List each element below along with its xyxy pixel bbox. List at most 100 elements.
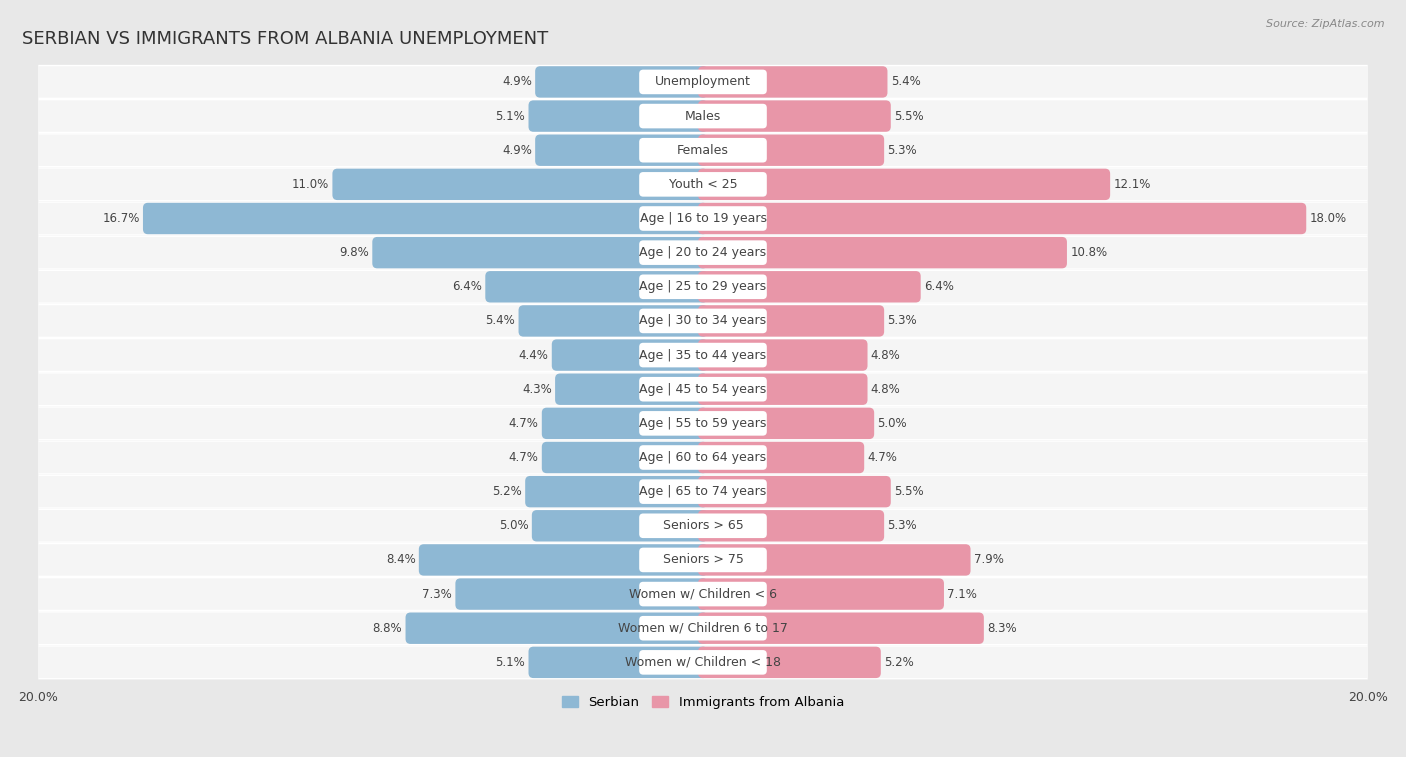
FancyBboxPatch shape xyxy=(519,305,709,337)
FancyBboxPatch shape xyxy=(38,271,1368,303)
FancyBboxPatch shape xyxy=(38,305,1368,337)
FancyBboxPatch shape xyxy=(38,237,1368,268)
Text: Source: ZipAtlas.com: Source: ZipAtlas.com xyxy=(1267,19,1385,29)
FancyBboxPatch shape xyxy=(697,442,865,473)
FancyBboxPatch shape xyxy=(697,237,1067,268)
FancyBboxPatch shape xyxy=(38,338,1368,372)
FancyBboxPatch shape xyxy=(38,645,1368,680)
FancyBboxPatch shape xyxy=(640,343,766,367)
Text: Seniors > 75: Seniors > 75 xyxy=(662,553,744,566)
FancyBboxPatch shape xyxy=(640,275,766,299)
FancyBboxPatch shape xyxy=(697,66,887,98)
Text: 4.8%: 4.8% xyxy=(870,348,901,362)
FancyBboxPatch shape xyxy=(536,135,709,166)
Text: 5.1%: 5.1% xyxy=(495,656,526,669)
FancyBboxPatch shape xyxy=(697,578,943,610)
FancyBboxPatch shape xyxy=(38,611,1368,645)
FancyBboxPatch shape xyxy=(38,577,1368,611)
FancyBboxPatch shape xyxy=(373,237,709,268)
FancyBboxPatch shape xyxy=(38,99,1368,133)
Text: 6.4%: 6.4% xyxy=(924,280,953,293)
Text: 16.7%: 16.7% xyxy=(103,212,139,225)
FancyBboxPatch shape xyxy=(551,339,709,371)
Text: 8.4%: 8.4% xyxy=(385,553,416,566)
FancyBboxPatch shape xyxy=(640,138,766,163)
FancyBboxPatch shape xyxy=(697,510,884,541)
Text: 12.1%: 12.1% xyxy=(1114,178,1152,191)
FancyBboxPatch shape xyxy=(38,167,1368,201)
FancyBboxPatch shape xyxy=(529,101,709,132)
Text: Women w/ Children < 18: Women w/ Children < 18 xyxy=(626,656,780,669)
FancyBboxPatch shape xyxy=(332,169,709,200)
FancyBboxPatch shape xyxy=(143,203,709,234)
Text: 4.7%: 4.7% xyxy=(868,451,897,464)
Text: 4.4%: 4.4% xyxy=(519,348,548,362)
Text: Women w/ Children 6 to 17: Women w/ Children 6 to 17 xyxy=(619,621,787,634)
Text: 5.1%: 5.1% xyxy=(495,110,526,123)
Text: 5.2%: 5.2% xyxy=(884,656,914,669)
FancyBboxPatch shape xyxy=(640,309,766,333)
FancyBboxPatch shape xyxy=(697,135,884,166)
FancyBboxPatch shape xyxy=(697,612,984,644)
Text: Females: Females xyxy=(678,144,728,157)
FancyBboxPatch shape xyxy=(485,271,709,303)
Text: 4.7%: 4.7% xyxy=(509,417,538,430)
FancyBboxPatch shape xyxy=(38,475,1368,509)
Text: Age | 35 to 44 years: Age | 35 to 44 years xyxy=(640,348,766,362)
Text: Youth < 25: Youth < 25 xyxy=(669,178,737,191)
FancyBboxPatch shape xyxy=(697,476,891,507)
FancyBboxPatch shape xyxy=(640,411,766,435)
Text: 5.3%: 5.3% xyxy=(887,144,917,157)
FancyBboxPatch shape xyxy=(456,578,709,610)
FancyBboxPatch shape xyxy=(640,547,766,572)
FancyBboxPatch shape xyxy=(697,646,880,678)
Text: 5.4%: 5.4% xyxy=(891,76,921,89)
FancyBboxPatch shape xyxy=(38,133,1368,167)
FancyBboxPatch shape xyxy=(640,479,766,504)
FancyBboxPatch shape xyxy=(640,616,766,640)
FancyBboxPatch shape xyxy=(38,476,1368,507)
FancyBboxPatch shape xyxy=(697,101,891,132)
FancyBboxPatch shape xyxy=(38,408,1368,439)
FancyBboxPatch shape xyxy=(38,543,1368,577)
Text: 5.3%: 5.3% xyxy=(887,314,917,328)
Text: Age | 65 to 74 years: Age | 65 to 74 years xyxy=(640,485,766,498)
FancyBboxPatch shape xyxy=(697,544,970,575)
Text: Age | 16 to 19 years: Age | 16 to 19 years xyxy=(640,212,766,225)
FancyBboxPatch shape xyxy=(640,104,766,129)
Text: Age | 20 to 24 years: Age | 20 to 24 years xyxy=(640,246,766,259)
FancyBboxPatch shape xyxy=(640,377,766,401)
FancyBboxPatch shape xyxy=(697,408,875,439)
Text: Age | 25 to 29 years: Age | 25 to 29 years xyxy=(640,280,766,293)
Text: 5.5%: 5.5% xyxy=(894,485,924,498)
FancyBboxPatch shape xyxy=(555,373,709,405)
FancyBboxPatch shape xyxy=(38,407,1368,441)
Text: Women w/ Children < 6: Women w/ Children < 6 xyxy=(628,587,778,600)
FancyBboxPatch shape xyxy=(640,513,766,538)
Text: Age | 45 to 54 years: Age | 45 to 54 years xyxy=(640,383,766,396)
Text: SERBIAN VS IMMIGRANTS FROM ALBANIA UNEMPLOYMENT: SERBIAN VS IMMIGRANTS FROM ALBANIA UNEMP… xyxy=(21,30,548,48)
Legend: Serbian, Immigrants from Albania: Serbian, Immigrants from Albania xyxy=(557,690,849,714)
FancyBboxPatch shape xyxy=(531,510,709,541)
FancyBboxPatch shape xyxy=(38,372,1368,407)
FancyBboxPatch shape xyxy=(38,578,1368,610)
Text: Seniors > 65: Seniors > 65 xyxy=(662,519,744,532)
Text: 4.9%: 4.9% xyxy=(502,76,531,89)
FancyBboxPatch shape xyxy=(38,135,1368,166)
Text: 7.3%: 7.3% xyxy=(422,587,453,600)
FancyBboxPatch shape xyxy=(640,445,766,470)
FancyBboxPatch shape xyxy=(38,509,1368,543)
FancyBboxPatch shape xyxy=(38,442,1368,473)
FancyBboxPatch shape xyxy=(405,612,709,644)
FancyBboxPatch shape xyxy=(697,203,1306,234)
FancyBboxPatch shape xyxy=(640,70,766,94)
FancyBboxPatch shape xyxy=(541,442,709,473)
Text: 5.0%: 5.0% xyxy=(499,519,529,532)
FancyBboxPatch shape xyxy=(640,241,766,265)
Text: 5.5%: 5.5% xyxy=(894,110,924,123)
FancyBboxPatch shape xyxy=(697,339,868,371)
FancyBboxPatch shape xyxy=(640,206,766,231)
Text: 8.3%: 8.3% xyxy=(987,621,1017,634)
Text: Age | 30 to 34 years: Age | 30 to 34 years xyxy=(640,314,766,328)
FancyBboxPatch shape xyxy=(526,476,709,507)
